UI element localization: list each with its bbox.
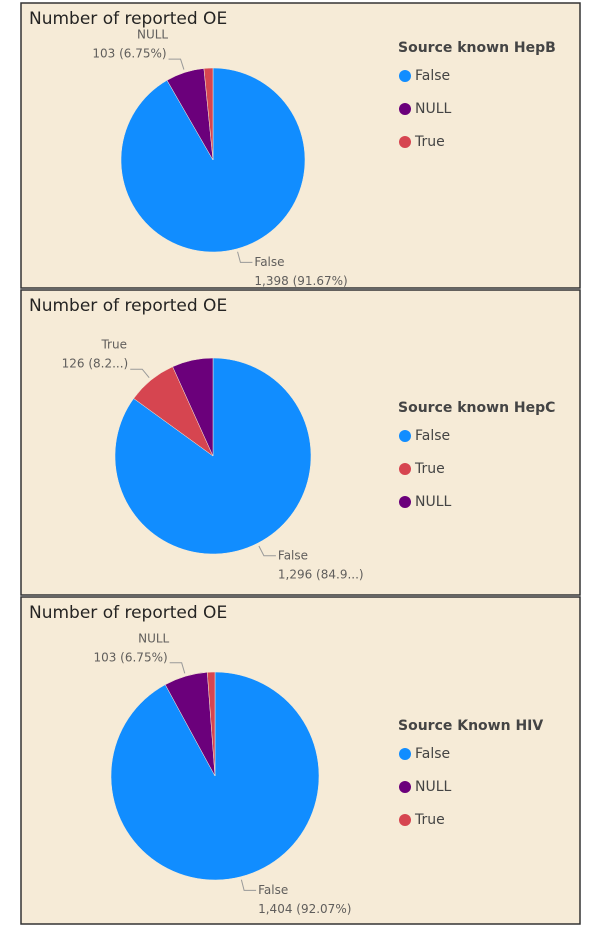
chart-title: Number of reported OE <box>29 9 227 29</box>
legend-title: Source Known HIV <box>398 718 543 734</box>
legend-label: NULL <box>415 779 452 795</box>
data-label-value: 103 (6.75%) <box>93 650 167 664</box>
legend-title: Source known HepC <box>398 400 555 416</box>
data-label-name: NULL <box>137 28 168 42</box>
data-label-name: False <box>254 255 284 269</box>
leader-line <box>130 368 150 379</box>
legend-marker <box>399 103 411 115</box>
data-label-name: True <box>100 338 127 352</box>
pie-slice <box>172 357 214 457</box>
legend-label: NULL <box>415 101 452 117</box>
data-label-name: NULL <box>138 631 169 645</box>
legend-label: NULL <box>415 494 452 510</box>
chart-title: Number of reported OE <box>29 603 227 623</box>
legend-marker <box>399 70 411 82</box>
pie-slice <box>203 67 214 161</box>
legend-label: False <box>415 746 450 762</box>
chart-panel: Number of reported OE False 1,296 (84.9...… <box>20 289 581 596</box>
pie-slice <box>120 67 306 253</box>
legend-label: True <box>414 461 445 477</box>
data-label-name: False <box>258 883 288 897</box>
legend-marker <box>399 814 411 826</box>
leader-line <box>169 662 186 674</box>
data-label-value: 1,404 (92.07%) <box>258 902 351 916</box>
leader-line <box>168 58 185 70</box>
chart-panel: Number of reported OE False 1,398 (91.67%)… <box>20 2 581 289</box>
legend-label: True <box>414 812 445 828</box>
leader-line <box>237 251 253 263</box>
legend-label: False <box>415 68 450 84</box>
leader-line <box>258 545 276 557</box>
data-label-value: 1,296 (84.9...) <box>278 567 364 581</box>
data-label-value: 103 (6.75%) <box>92 47 166 61</box>
legend-marker <box>399 463 411 475</box>
legend-marker <box>399 496 411 508</box>
chart-panel: Number of reported OE False 1,404 (92.07%)… <box>20 596 581 925</box>
legend-marker <box>399 430 411 442</box>
data-label-value: 126 (8.2...) <box>62 357 129 371</box>
data-label-value: 1,398 (91.67%) <box>254 274 347 288</box>
legend-marker <box>399 748 411 760</box>
leader-line <box>240 879 257 891</box>
pie-slice <box>207 671 216 777</box>
legend-label: True <box>414 134 445 150</box>
pie-slice <box>110 671 320 881</box>
legend-marker <box>399 781 411 793</box>
data-label-name: False <box>278 548 308 562</box>
legend-title: Source known HepB <box>398 40 556 56</box>
legend-label: False <box>415 428 450 444</box>
chart-title: Number of reported OE <box>29 296 227 316</box>
legend-marker <box>399 136 411 148</box>
